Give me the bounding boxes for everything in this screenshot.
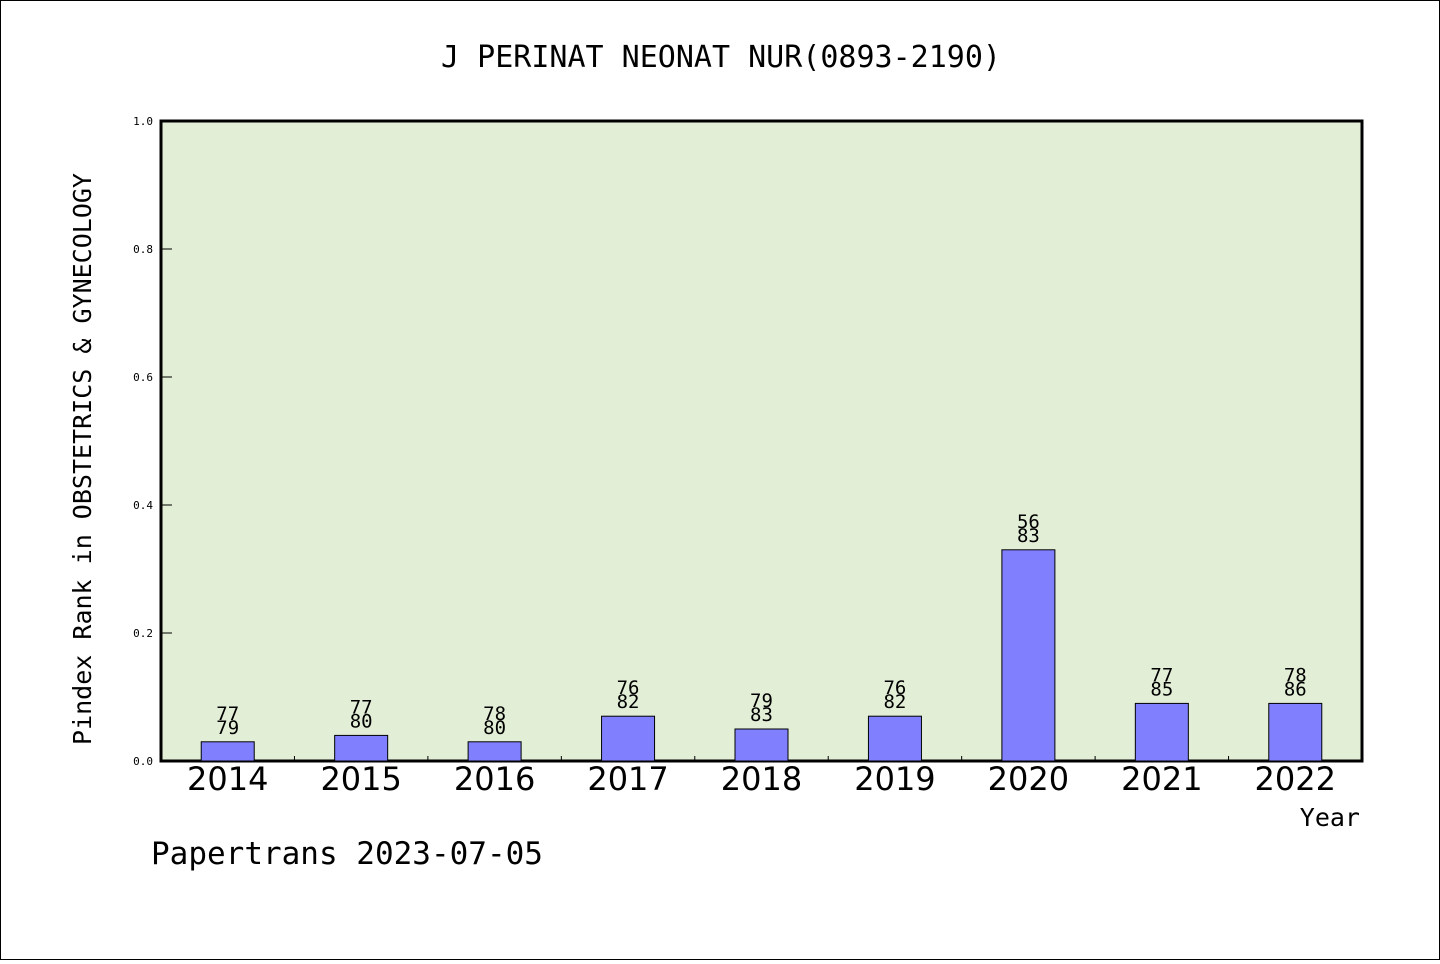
x-tick-label-2019: 2019 <box>854 760 935 798</box>
bar-label-bottom-2014: 79 <box>216 717 239 739</box>
bar-label-top-2015: 77 <box>350 696 373 718</box>
bar-2021 <box>1134 702 1189 762</box>
x-axis-label: Year <box>1300 803 1360 832</box>
bar-label-bottom-2015: 80 <box>350 710 373 732</box>
bar-label-top-2017: 76 <box>617 677 640 699</box>
bar-2022 <box>1268 702 1323 762</box>
bar-label-top-2020: 56 <box>1017 511 1040 533</box>
bar-label-bottom-2016: 80 <box>483 717 506 739</box>
bar-2016 <box>467 741 522 762</box>
bar-label-bottom-2019: 82 <box>883 691 906 713</box>
x-tick-label-2018: 2018 <box>721 760 802 798</box>
plot-area <box>159 119 1364 763</box>
chart-title: J PERINAT NEONAT NUR(0893-2190) <box>441 40 1001 75</box>
bar-label-top-2019: 76 <box>883 677 906 699</box>
bar-label-top-2018: 79 <box>750 690 773 712</box>
x-tick-label-2014: 2014 <box>187 760 268 798</box>
bar-label-bottom-2022: 86 <box>1284 678 1307 700</box>
bar-label-top-2022: 78 <box>1284 664 1307 686</box>
bar-2015 <box>334 734 389 762</box>
y-tick-label: 0.4 <box>133 499 153 512</box>
y-tick-label: 0.8 <box>133 243 153 256</box>
bar-label-bottom-2018: 83 <box>750 704 773 726</box>
bar-label-bottom-2021: 85 <box>1150 678 1173 700</box>
bar-2020 <box>1001 549 1056 762</box>
bar-label-top-2014: 77 <box>216 703 239 725</box>
x-tick-label-2021: 2021 <box>1121 760 1202 798</box>
x-tick-label-2016: 2016 <box>454 760 535 798</box>
x-axis-ticks: 2014 2015 2016 2017 2018 2019 2020 2021 2022 <box>187 756 1336 798</box>
bar-label-top-2021: 77 <box>1150 664 1173 686</box>
footer-credit: Papertrans 2023-07-05 <box>151 836 543 872</box>
y-tick-label: 1.0 <box>133 115 153 128</box>
bar-label-top-2016: 78 <box>483 703 506 725</box>
y-tick-label: 0.6 <box>133 371 153 384</box>
bar-2018 <box>734 728 789 762</box>
bar-2019 <box>867 715 922 762</box>
x-tick-label-2017: 2017 <box>587 760 668 798</box>
bar-2017 <box>601 715 656 762</box>
y-axis-ticks: 0.0 0.2 0.4 0.6 0.8 1.0 <box>133 115 172 768</box>
bar-2014 <box>200 741 255 762</box>
x-tick-label-2020: 2020 <box>988 760 1069 798</box>
bar-label-bottom-2017: 82 <box>617 691 640 713</box>
y-axis-label: Pindex Rank in OBSTETRICS & GYNECOLOGY <box>68 173 97 745</box>
x-tick-label-2022: 2022 <box>1255 760 1336 798</box>
y-tick-label: 0.2 <box>133 627 153 640</box>
bar-label-bottom-2020: 83 <box>1017 525 1040 547</box>
x-tick-label-2015: 2015 <box>320 760 401 798</box>
y-tick-label: 0.0 <box>133 755 153 768</box>
